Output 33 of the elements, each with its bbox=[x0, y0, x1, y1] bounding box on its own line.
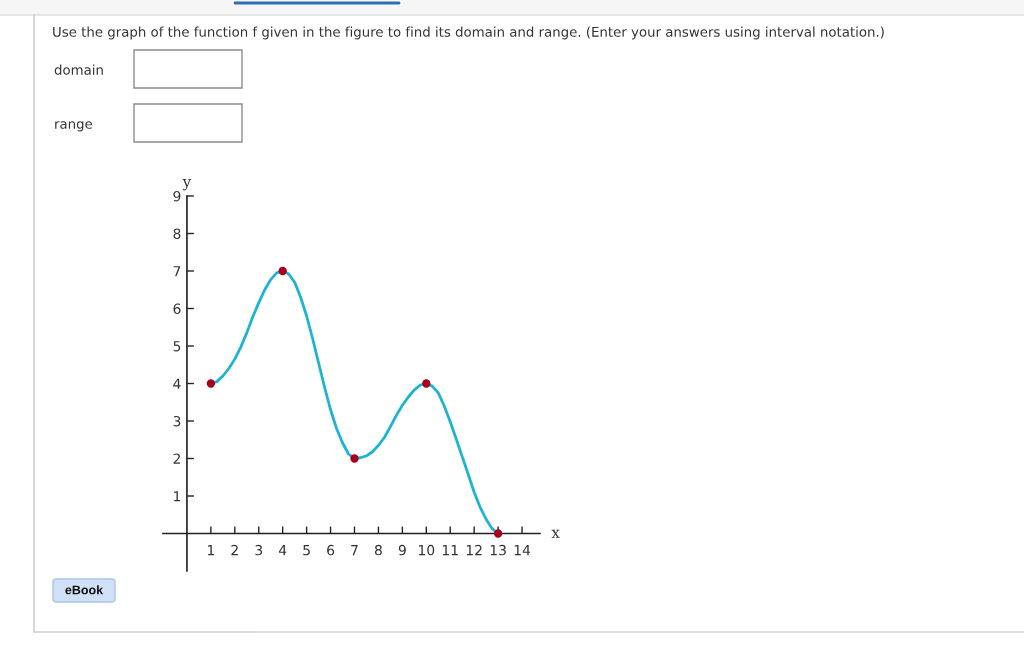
y-tick-label: 9 bbox=[173, 190, 181, 202]
text: domain bbox=[54, 64, 103, 75]
y-tick-label: 7 bbox=[173, 266, 181, 277]
x-tick-label: 1 bbox=[207, 545, 215, 556]
x-tick-label: 2 bbox=[231, 544, 238, 556]
y-tick-label: 2 bbox=[173, 453, 180, 464]
y-tick-label: 8 bbox=[173, 228, 181, 239]
x-tick-label: 5 bbox=[303, 545, 310, 556]
x-tick-label: 12 bbox=[466, 544, 482, 556]
x-tick-label: 4 bbox=[278, 545, 287, 556]
y-tick-label: 4 bbox=[173, 378, 181, 389]
text: eBook bbox=[65, 585, 104, 595]
x-axis-title: x bbox=[551, 529, 560, 538]
text: range bbox=[55, 121, 93, 132]
x-tick-label: 7 bbox=[351, 545, 358, 556]
y-tick-label: 5 bbox=[173, 341, 181, 352]
point bbox=[422, 379, 431, 388]
x-tick-label: 6 bbox=[327, 544, 335, 556]
x-tick-label: 13 bbox=[490, 544, 506, 556]
point bbox=[493, 529, 503, 538]
y-tick-label: 6 bbox=[173, 303, 181, 314]
y-tick-label: 3 bbox=[173, 415, 181, 427]
point bbox=[278, 266, 287, 276]
x-tick-label: 3 bbox=[255, 544, 263, 556]
y-axis-title: y bbox=[182, 179, 192, 191]
x-tick-label: 10 bbox=[418, 544, 435, 556]
x-tick-label: 9 bbox=[398, 544, 406, 556]
chart-title: Use the graph of the function f given in the figure to find its domain and range. (Enter your answers using interval notation.) bbox=[53, 26, 884, 40]
x-tick-label: 14 bbox=[514, 545, 531, 556]
point bbox=[206, 379, 216, 388]
x-tick-label: 11 bbox=[442, 545, 458, 556]
x-tick-label: 8 bbox=[374, 544, 382, 556]
y-tick-label: 1 bbox=[174, 491, 181, 502]
